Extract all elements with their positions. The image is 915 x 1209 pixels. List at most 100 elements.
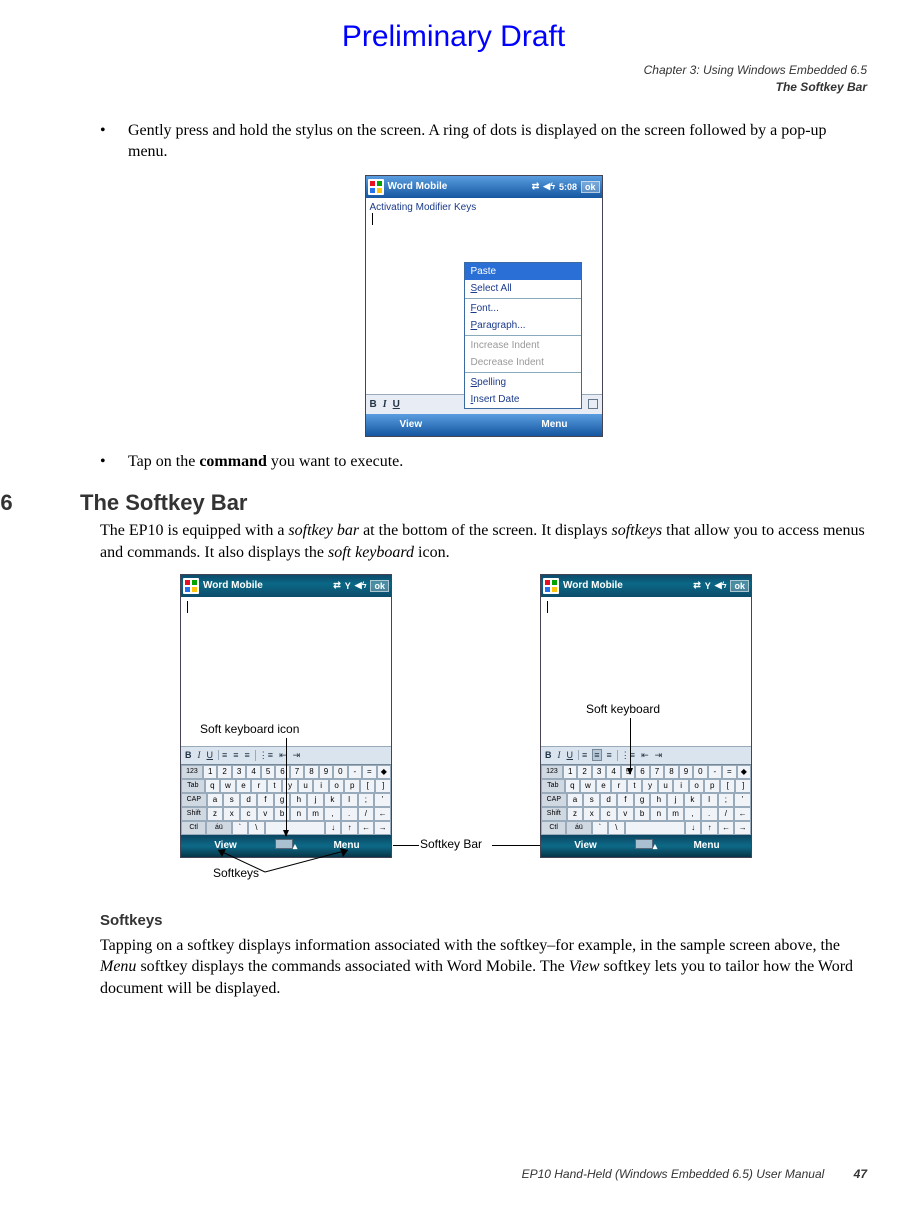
bold-button[interactable]: B — [544, 750, 553, 760]
keyboard-key[interactable]: ` — [592, 821, 609, 835]
keyboard-key[interactable]: x — [583, 807, 600, 821]
menu-select-all[interactable]: Select All — [465, 280, 581, 297]
menu-paragraph[interactable]: Paragraph... — [465, 317, 581, 334]
keyboard-key[interactable]: d — [240, 793, 257, 807]
keyboard-key[interactable]: y — [282, 779, 298, 793]
keyboard-key[interactable]: l — [341, 793, 358, 807]
keyboard-key[interactable]: o — [329, 779, 345, 793]
ok-button[interactable]: ok — [730, 580, 749, 592]
keyboard-key[interactable]: r — [611, 779, 627, 793]
keyboard-key[interactable]: 6 — [275, 765, 289, 779]
keyboard-key[interactable]: w — [220, 779, 236, 793]
keyboard-key[interactable]: m — [667, 807, 684, 821]
align-right-icon[interactable]: ≡ — [244, 750, 251, 760]
keyboard-key[interactable]: / — [358, 807, 375, 821]
align-center-icon[interactable]: ≡ — [592, 749, 601, 761]
italic-button[interactable]: I — [383, 399, 387, 410]
keyboard-key[interactable]: 1 — [203, 765, 217, 779]
keyboard-key[interactable]: j — [667, 793, 684, 807]
bold-button[interactable]: B — [184, 750, 193, 760]
keyboard-key[interactable]: r — [251, 779, 267, 793]
keyboard-key[interactable]: 1 — [563, 765, 577, 779]
keyboard-key[interactable] — [265, 821, 325, 835]
keyboard-key[interactable]: g — [274, 793, 291, 807]
keyboard-key[interactable]: - — [708, 765, 722, 779]
keyboard-key[interactable]: s — [583, 793, 600, 807]
keyboard-key[interactable]: h — [290, 793, 307, 807]
keyboard-key[interactable]: - — [348, 765, 362, 779]
keyboard-key[interactable]: o — [689, 779, 705, 793]
keyboard-key[interactable]: → — [734, 821, 751, 835]
keyboard-key[interactable]: 4 — [606, 765, 620, 779]
view-softkey[interactable]: View — [400, 419, 423, 430]
keyboard-key[interactable]: ; — [718, 793, 735, 807]
keyboard-key[interactable]: 9 — [679, 765, 693, 779]
keyboard-key[interactable]: ↑ — [701, 821, 718, 835]
keyboard-key[interactable]: v — [617, 807, 634, 821]
keyboard-key[interactable]: n — [650, 807, 667, 821]
menu-paste[interactable]: Paste — [465, 263, 581, 280]
keyboard-key[interactable]: ' — [734, 793, 751, 807]
keyboard-key[interactable]: p — [704, 779, 720, 793]
keyboard-key[interactable]: f — [257, 793, 274, 807]
keyboard-key[interactable]: t — [267, 779, 283, 793]
keyboard-key[interactable]: 9 — [319, 765, 333, 779]
keyboard-key[interactable]: 8 — [664, 765, 678, 779]
bullets-icon[interactable]: ⋮≡ — [255, 750, 274, 761]
keyboard-key[interactable]: ] — [375, 779, 391, 793]
keyboard-key[interactable]: b — [634, 807, 651, 821]
keyboard-key[interactable]: c — [600, 807, 617, 821]
indent-icon[interactable]: ⇥ — [292, 750, 302, 761]
align-right-icon[interactable]: ≡ — [606, 750, 613, 760]
keyboard-key[interactable]: c — [240, 807, 257, 821]
italic-button[interactable]: I — [197, 750, 202, 760]
keyboard-key[interactable]: 123 — [181, 765, 203, 779]
keyboard-key[interactable]: 5 — [261, 765, 275, 779]
keyboard-key[interactable]: i — [313, 779, 329, 793]
keyboard-key[interactable]: v — [257, 807, 274, 821]
bullets-icon[interactable]: ⋮≡ — [617, 750, 636, 761]
keyboard-key[interactable]: \ — [608, 821, 625, 835]
keyboard-key[interactable]: áü — [206, 821, 231, 835]
keyboard-key[interactable]: 0 — [693, 765, 707, 779]
keyboard-key[interactable]: k — [684, 793, 701, 807]
keyboard-key[interactable]: [ — [720, 779, 736, 793]
keyboard-key[interactable]: j — [307, 793, 324, 807]
keyboard-key[interactable]: Ctl — [541, 821, 566, 835]
keyboard-key[interactable]: ] — [735, 779, 751, 793]
keyboard-key[interactable]: ← — [718, 821, 735, 835]
keyboard-key[interactable]: ↓ — [325, 821, 342, 835]
keyboard-key[interactable]: ◆ — [737, 765, 751, 779]
underline-button[interactable]: U — [206, 750, 215, 760]
keyboard-key[interactable]: 4 — [246, 765, 260, 779]
keyboard-key[interactable]: , — [684, 807, 701, 821]
keyboard-key[interactable]: \ — [248, 821, 265, 835]
align-center-icon[interactable]: ≡ — [232, 750, 239, 760]
underline-button[interactable]: U — [393, 399, 400, 410]
keyboard-key[interactable]: 3 — [232, 765, 246, 779]
keyboard-key[interactable]: y — [642, 779, 658, 793]
keyboard-key[interactable]: q — [565, 779, 581, 793]
align-left-icon[interactable]: ≡ — [578, 750, 588, 760]
keyboard-key[interactable]: ↓ — [685, 821, 702, 835]
keyboard-key[interactable]: CAP — [181, 793, 207, 807]
keyboard-key[interactable]: 7 — [650, 765, 664, 779]
keyboard-key[interactable]: g — [634, 793, 651, 807]
keyboard-key[interactable]: w — [580, 779, 596, 793]
menu-insert-date[interactable]: Insert Date — [465, 391, 581, 408]
menu-softkey[interactable]: Menu — [541, 419, 567, 430]
menu-softkey[interactable]: Menu — [662, 840, 751, 851]
view-softkey[interactable]: View — [541, 840, 630, 851]
keyboard-key[interactable]: i — [673, 779, 689, 793]
keyboard-key[interactable]: ← — [358, 821, 375, 835]
keyboard-key[interactable]: a — [567, 793, 584, 807]
menu-spelling[interactable]: Spelling — [465, 374, 581, 391]
ok-button[interactable]: ok — [370, 580, 389, 592]
keyboard-key[interactable]: / — [718, 807, 735, 821]
keyboard-key[interactable]: 0 — [333, 765, 347, 779]
keyboard-key[interactable]: n — [290, 807, 307, 821]
keyboard-key[interactable]: k — [324, 793, 341, 807]
keyboard-key[interactable]: d — [600, 793, 617, 807]
keyboard-key[interactable]: e — [236, 779, 252, 793]
outdent-icon[interactable]: ⇤ — [640, 750, 650, 761]
